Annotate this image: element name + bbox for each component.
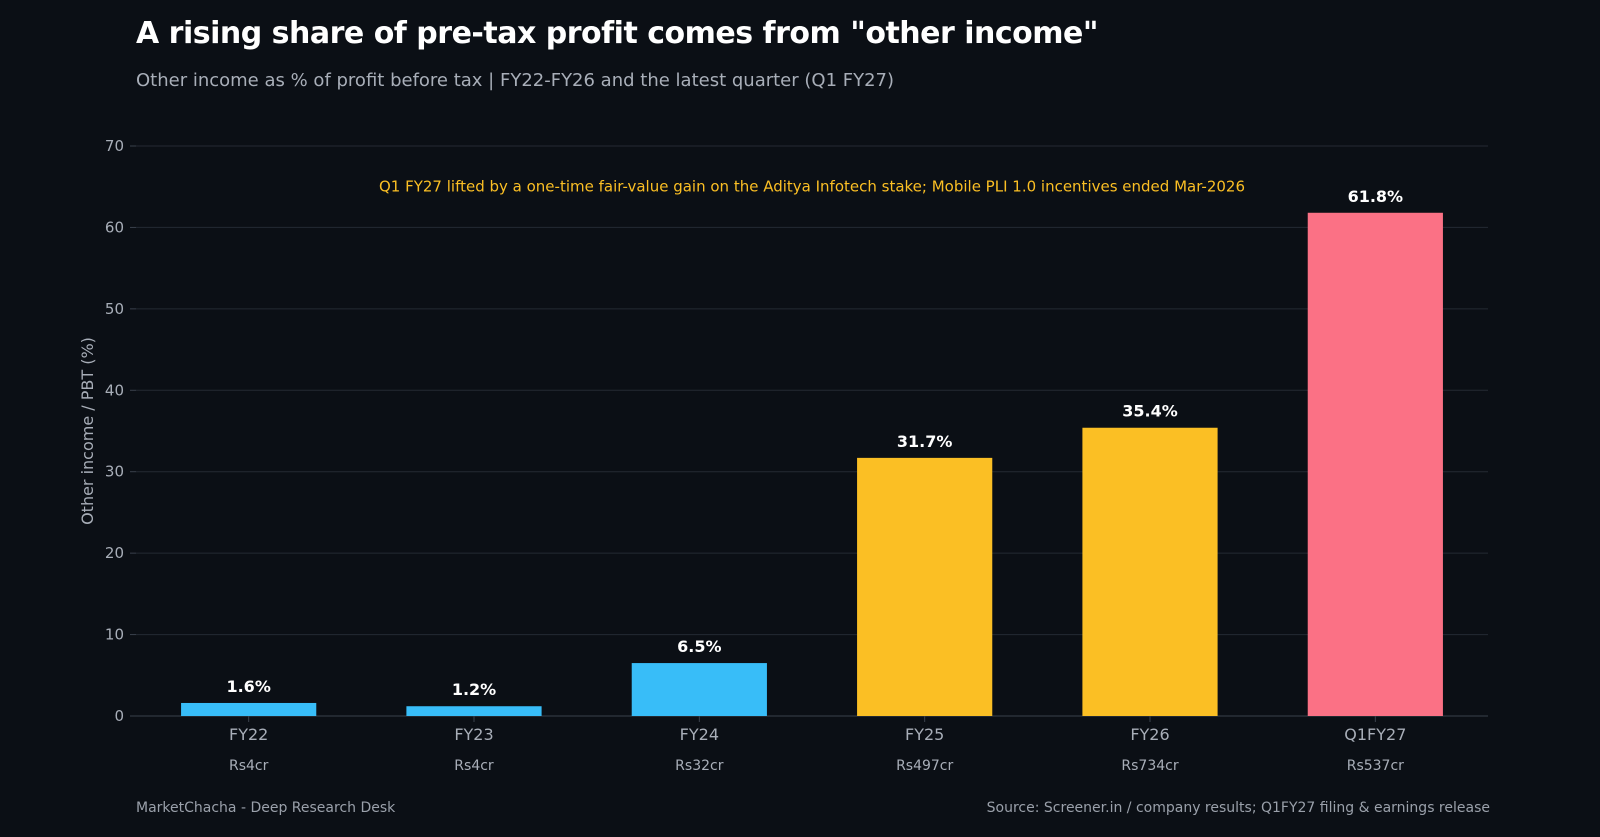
labels: 1.6% 1.2% 6.5% 31.7% 35.4% 61.8% Q1 FY27 lifte… <box>226 178 1403 700</box>
axes: 0 10 20 30 40 50 60 70 Other income / PBT (%) FY2… <box>78 137 1406 774</box>
x-secondary-label: Rs4cr <box>454 758 494 774</box>
x-secondary-label: Rs734cr <box>1121 758 1178 774</box>
bar-fy24 <box>631 663 767 716</box>
bar-fy23 <box>406 706 542 716</box>
y-tick-label: 20 <box>105 544 124 562</box>
x-tick-label: Q1FY27 <box>1344 725 1406 744</box>
y-tick-label: 30 <box>105 463 124 481</box>
bar-value-label: 1.2% <box>452 680 496 699</box>
bar-value-label: 1.6% <box>226 677 270 696</box>
chart-title: A rising share of pre-tax profit comes f… <box>136 16 1099 51</box>
bar-value-label: 6.5% <box>677 637 721 656</box>
y-axis-title: Other income / PBT (%) <box>78 337 97 525</box>
x-secondary-label: Rs537cr <box>1347 758 1404 774</box>
chart-subtitle: Other income as % of profit before tax |… <box>136 70 895 91</box>
footer-source: Source: Screener.in / company results; Q… <box>986 800 1490 816</box>
bar-value-label: 35.4% <box>1122 402 1178 421</box>
chart-annotation: Q1 FY27 lifted by a one-time fair-value … <box>379 178 1245 196</box>
bar-fy25 <box>857 457 993 716</box>
bar-fy22 <box>181 702 317 716</box>
footer-credit: MarketChacha - Deep Research Desk <box>136 800 396 816</box>
x-tick-label: FY25 <box>905 725 944 744</box>
bars <box>181 212 1443 716</box>
y-tick-label: 70 <box>105 137 124 155</box>
y-tick-label: 60 <box>105 218 124 236</box>
x-tick-label: FY26 <box>1130 725 1169 744</box>
y-tick-label: 50 <box>105 300 124 318</box>
x-tick-label: FY22 <box>229 725 268 744</box>
bar-fy26 <box>1082 427 1218 716</box>
x-tick-label: FY23 <box>454 725 493 744</box>
x-secondary-label: Rs497cr <box>896 758 953 774</box>
x-tick-label: FY24 <box>680 725 719 744</box>
y-tick-label: 0 <box>114 707 124 725</box>
bar-value-label: 31.7% <box>897 432 953 451</box>
grid-lines <box>136 145 1488 717</box>
bar-value-label: 61.8% <box>1348 187 1404 206</box>
y-tick-label: 10 <box>105 626 124 644</box>
x-secondary-label: Rs4cr <box>229 758 269 774</box>
y-tick-label: 40 <box>105 381 124 399</box>
bar-q1fy27 <box>1307 212 1443 716</box>
x-secondary-label: Rs32cr <box>675 758 724 774</box>
